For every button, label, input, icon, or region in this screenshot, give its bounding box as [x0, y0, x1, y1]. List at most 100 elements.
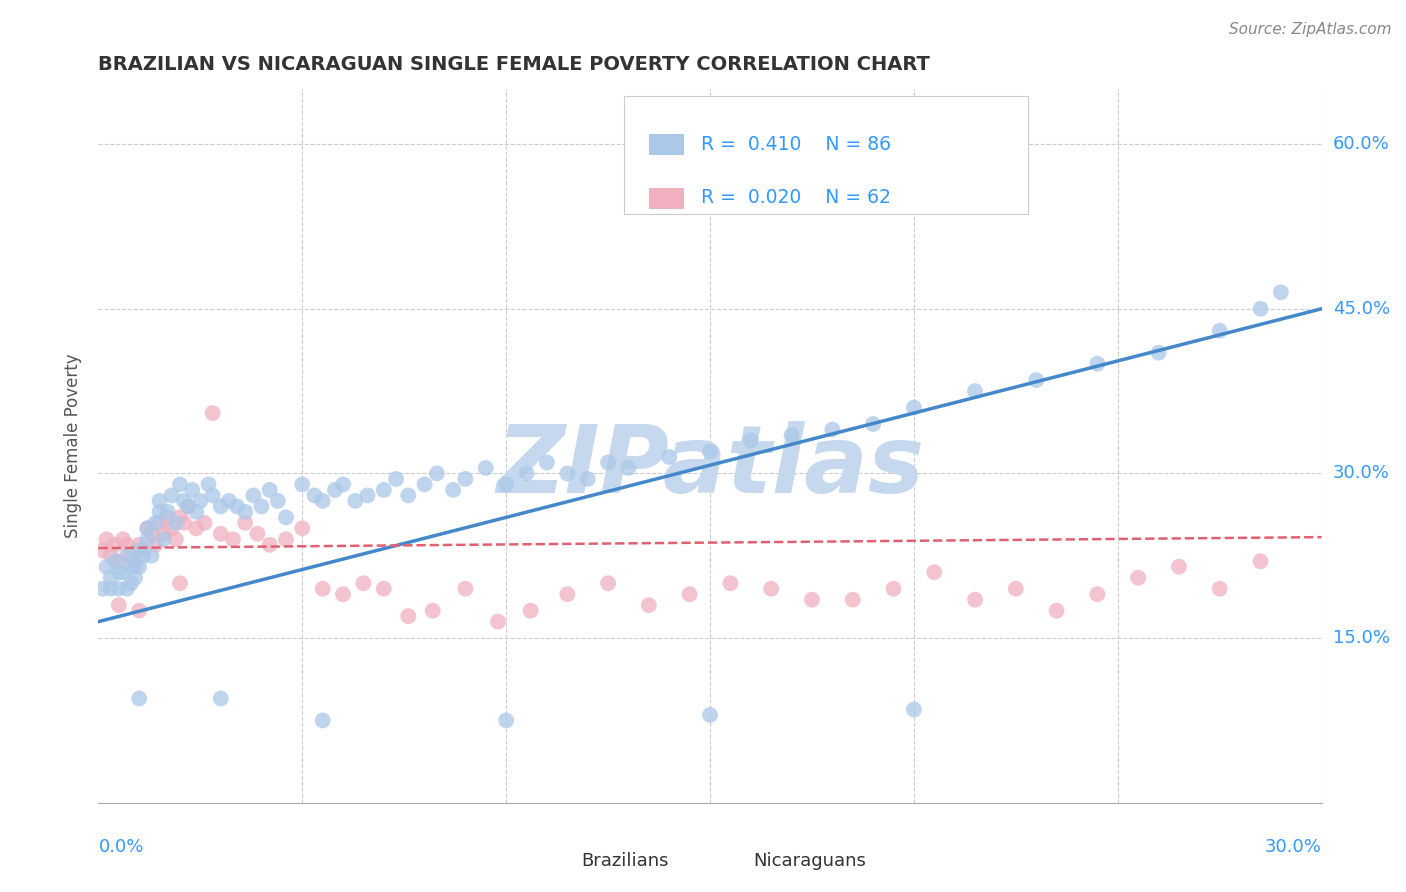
Point: [145, 516, 167, 530]
Point: [115, 538, 138, 552]
Point: [396, 609, 419, 624]
Point: [576, 472, 599, 486]
Point: [104, 538, 127, 552]
Point: [186, 521, 208, 535]
Point: [862, 417, 884, 431]
Point: [679, 587, 702, 601]
Point: [141, 549, 163, 563]
Point: [740, 434, 762, 448]
Point: [422, 604, 444, 618]
Point: [242, 488, 264, 502]
Point: [104, 554, 127, 568]
Point: [312, 582, 335, 596]
Point: [201, 406, 224, 420]
Point: [169, 510, 191, 524]
Point: [124, 571, 146, 585]
Point: [323, 483, 346, 497]
Point: [903, 702, 925, 716]
Point: [637, 598, 661, 612]
Point: [312, 714, 335, 728]
Point: [495, 477, 517, 491]
Point: [152, 526, 174, 541]
Point: [883, 582, 905, 596]
Point: [108, 566, 131, 580]
Point: [156, 510, 179, 524]
Point: [149, 505, 172, 519]
Point: [209, 526, 232, 541]
Point: [536, 455, 558, 469]
Point: [124, 554, 146, 568]
Point: [197, 477, 219, 491]
Point: [1167, 559, 1189, 574]
Point: [821, 423, 844, 437]
Point: [344, 494, 367, 508]
Point: [291, 477, 314, 491]
Point: [108, 598, 131, 612]
Point: [1004, 582, 1026, 596]
Point: [173, 516, 195, 530]
Point: [111, 533, 134, 547]
Point: [165, 516, 187, 530]
Point: [169, 576, 191, 591]
Point: [145, 538, 167, 552]
Text: Nicaraguans: Nicaraguans: [752, 852, 866, 870]
Point: [454, 582, 477, 596]
Text: 15.0%: 15.0%: [1333, 629, 1389, 647]
Point: [396, 488, 419, 502]
Point: [1209, 324, 1232, 338]
Point: [841, 592, 863, 607]
Point: [1045, 604, 1069, 618]
FancyBboxPatch shape: [710, 851, 744, 871]
Point: [922, 566, 945, 580]
Point: [173, 494, 195, 508]
Text: 30.0%: 30.0%: [1333, 465, 1389, 483]
Point: [441, 483, 464, 497]
Point: [132, 543, 155, 558]
Point: [1085, 357, 1108, 371]
Point: [598, 576, 620, 591]
Text: 45.0%: 45.0%: [1333, 300, 1391, 318]
Point: [385, 472, 408, 486]
Point: [1249, 301, 1271, 316]
Point: [120, 559, 142, 574]
Point: [801, 592, 824, 607]
Point: [100, 582, 122, 596]
Point: [149, 494, 172, 508]
Point: [209, 500, 232, 514]
Point: [111, 566, 134, 580]
Text: 0.0%: 0.0%: [98, 838, 143, 855]
Point: [426, 467, 449, 481]
Point: [193, 516, 215, 530]
Point: [965, 592, 987, 607]
Point: [128, 543, 150, 558]
Point: [156, 505, 179, 519]
Point: [128, 559, 150, 574]
Point: [246, 526, 269, 541]
Point: [165, 533, 187, 547]
Point: [1209, 582, 1232, 596]
Point: [115, 582, 138, 596]
Point: [218, 494, 240, 508]
Point: [108, 582, 131, 596]
Y-axis label: Single Female Poverty: Single Female Poverty: [65, 354, 83, 538]
Text: R =  0.410    N = 86: R = 0.410 N = 86: [702, 135, 891, 153]
Point: [233, 505, 256, 519]
Point: [177, 500, 200, 514]
Point: [718, 576, 742, 591]
Text: Source: ZipAtlas.com: Source: ZipAtlas.com: [1229, 22, 1392, 37]
Point: [226, 500, 249, 514]
Point: [96, 559, 118, 574]
FancyBboxPatch shape: [648, 187, 683, 208]
Point: [1128, 571, 1150, 585]
Point: [699, 708, 721, 723]
Point: [274, 533, 297, 547]
Point: [186, 505, 208, 519]
Point: [136, 521, 159, 535]
Point: [169, 477, 191, 491]
Text: Brazilians: Brazilians: [582, 852, 669, 870]
Point: [312, 494, 335, 508]
Point: [136, 533, 159, 547]
Point: [555, 587, 579, 601]
Point: [1147, 345, 1170, 359]
FancyBboxPatch shape: [648, 134, 683, 154]
